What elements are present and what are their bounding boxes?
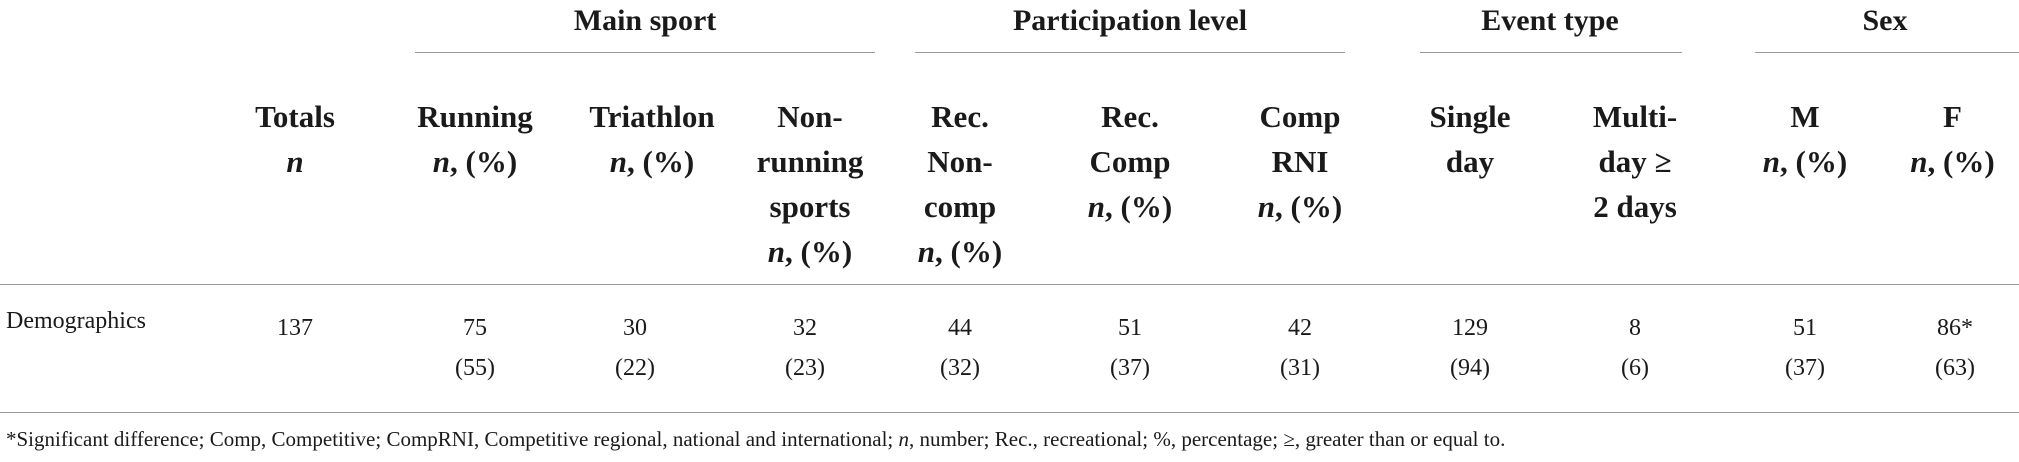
table-footnote: *Significant difference; Comp, Competiti… [6,427,1506,451]
group-header-sex: Sex [1862,4,1908,37]
column-header-rec-noncomp: Rec. Non-comp n, (%) [917,99,1003,269]
group-header-event-type: Event type [1481,4,1619,37]
cell-rec-comp: 51 (37) [1110,315,1150,381]
column-header-running: Running n, (%) [417,99,533,179]
header-body-rule [0,284,2019,285]
column-header-non-running-sports: Non-running sports n, (%) [756,99,864,269]
cell-running: 75 (55) [455,315,495,381]
footer-rule [0,412,2019,413]
cell-single-day: 129 (94) [1450,315,1490,381]
column-header-totals: Totals n [255,99,335,179]
cell-comp-rni: 42 (31) [1280,315,1320,381]
cell-rec-noncomp: 44 (32) [940,315,980,381]
column-header-multi-day: Multi-day ≥2 days [1592,99,1678,224]
group-rule-participation-level [915,52,1345,53]
group-rule-sex [1755,52,2019,53]
column-header-triathlon: Triathlon n, (%) [589,99,715,179]
group-rule-event-type [1420,52,1682,53]
group-rule-main-sport [415,52,875,53]
row-label-demographics: Demographics [6,308,146,334]
column-header-single-day: Single day [1429,99,1511,179]
cell-totals: 137 [277,315,313,341]
column-header-rec-comp: Rec. Comp n, (%) [1087,99,1173,224]
group-header-main-sport: Main sport [573,4,717,37]
column-header-comp-rni: Comp RNI n, (%) [1257,99,1343,224]
cell-non-running-sports: 32 (23) [785,315,825,381]
cell-female: 86* (63) [1935,315,1975,381]
cell-multi-day: 8 (6) [1621,315,1649,381]
cell-triathlon: 30 (22) [615,315,655,381]
cell-male: 51 (37) [1785,315,1825,381]
group-header-participation-level: Participation level [1012,4,1248,37]
